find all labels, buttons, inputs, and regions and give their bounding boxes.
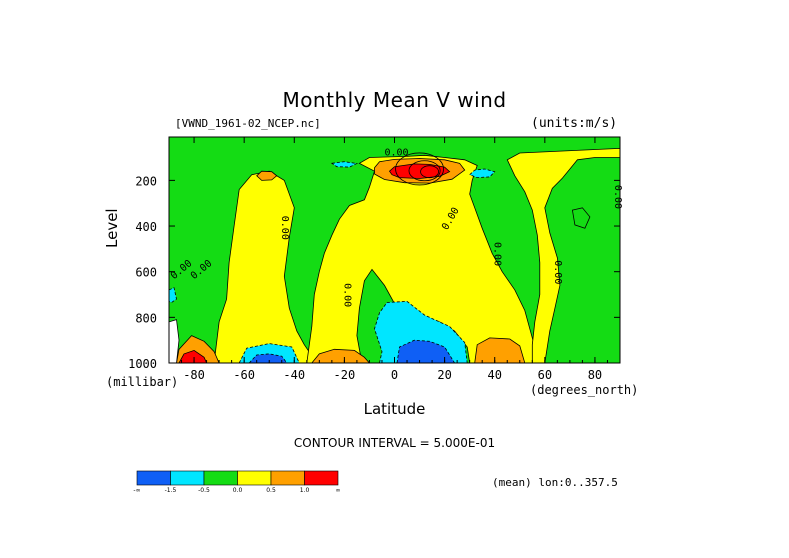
contour-region-sh-subtrop-orange bbox=[311, 348, 370, 363]
contour-region-tropical-upper-red bbox=[388, 163, 451, 179]
jet-contour-ring bbox=[420, 165, 439, 179]
y-unit-label: (millibar) bbox=[106, 375, 179, 389]
contour-region-subtropical-yellow bbox=[306, 154, 541, 363]
y-tick-label: 600 bbox=[135, 266, 157, 280]
y-tick-label: 1000 bbox=[128, 357, 157, 371]
colorbar-label: ∞ bbox=[336, 487, 341, 494]
y-tick-label: 200 bbox=[135, 174, 157, 188]
contour-region-sh-polar-cyan bbox=[169, 287, 177, 303]
colorbar-swatch bbox=[304, 470, 339, 486]
contour-region-tropical-blue bbox=[396, 339, 456, 363]
colorbar-swatch bbox=[203, 470, 238, 486]
colorbar-swatch bbox=[170, 470, 205, 486]
contour-label: 0.00 bbox=[384, 148, 408, 159]
colorbar-label: -∞ bbox=[133, 487, 140, 494]
x-tick-label: -60 bbox=[233, 368, 255, 382]
x-unit-label: (degrees_north) bbox=[530, 383, 639, 397]
contour-label: 0.00 bbox=[612, 185, 623, 209]
colorbar-label: -1.5 bbox=[165, 487, 177, 494]
mean-label: (mean) lon:0..357.5 bbox=[492, 476, 618, 489]
contour-label: 0.00 bbox=[341, 283, 352, 307]
x-tick-label: -80 bbox=[183, 368, 205, 382]
x-axis-label: Latitude bbox=[363, 400, 426, 418]
contour-region-nh-surface-orange bbox=[474, 337, 526, 363]
x-tick-label: 80 bbox=[588, 368, 602, 382]
contour-region-nh-upper-cyan bbox=[468, 168, 496, 179]
contour-region-nh-polar-green-island bbox=[571, 207, 591, 229]
jet-contour-ring bbox=[395, 152, 444, 186]
chart-title: Monthly Mean V wind bbox=[282, 88, 507, 112]
x-tick-label: 60 bbox=[538, 368, 552, 382]
contour-region-sh-mid-orange bbox=[256, 170, 278, 181]
x-tick-label: 20 bbox=[437, 368, 451, 382]
units-label: (units:m/s) bbox=[531, 116, 618, 131]
contour-label: 0.00 bbox=[552, 260, 563, 284]
contour-label: 0.00 bbox=[279, 216, 290, 240]
contour-region-sh-upper-cyan bbox=[330, 161, 359, 168]
y-tick-label: 800 bbox=[135, 311, 157, 325]
dataset-label: [VWND_1961-02_NCEP.nc] bbox=[175, 117, 321, 130]
colorbar-swatch bbox=[270, 470, 305, 486]
contour-region-sh-mid-yellow bbox=[213, 170, 318, 363]
colorbar-label: -0.5 bbox=[198, 487, 210, 494]
contour-interval-label: CONTOUR INTERVAL = 5.000E-01 bbox=[293, 436, 496, 450]
contour-region-sh-polar-red bbox=[178, 349, 208, 363]
x-tick-label: 40 bbox=[487, 368, 501, 382]
contour-region-sh-polar-white bbox=[169, 319, 180, 363]
colorbar-swatch bbox=[237, 470, 272, 486]
colorbar-label: 1.0 bbox=[300, 487, 310, 494]
x-tick-label: -40 bbox=[283, 368, 305, 382]
x-tick-label: -20 bbox=[334, 368, 356, 382]
contour-region-sh-surface-blue bbox=[248, 353, 288, 363]
colorbar-label: 0.0 bbox=[233, 487, 243, 494]
contour-label: 0.00 bbox=[492, 242, 503, 266]
contour-region-nh-high-yellow bbox=[506, 147, 620, 363]
colorbar-swatch bbox=[136, 470, 171, 486]
contour-regions bbox=[169, 137, 620, 363]
colorbar-label: 0.5 bbox=[266, 487, 276, 494]
x-tick-label: 0 bbox=[391, 368, 398, 382]
jet-contour-ring bbox=[408, 160, 441, 182]
y-tick-label: 400 bbox=[135, 220, 157, 234]
